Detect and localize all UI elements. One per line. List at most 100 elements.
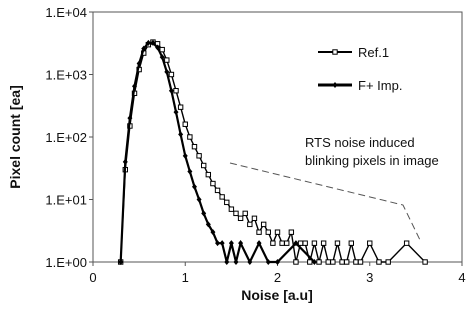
data-point bbox=[353, 259, 359, 265]
data-point bbox=[141, 45, 147, 52]
data-point bbox=[187, 134, 193, 140]
y-tick-label: 1.E+03 bbox=[45, 68, 87, 83]
data-point bbox=[302, 240, 308, 246]
data-point bbox=[343, 259, 350, 265]
data-point bbox=[270, 240, 276, 246]
data-point bbox=[233, 210, 239, 217]
annotation-text: RTS noise induced bbox=[305, 135, 415, 150]
annotation-text: blinking pixels in image bbox=[305, 153, 439, 168]
data-point bbox=[307, 259, 313, 265]
y-tick-label: 1.E+04 bbox=[45, 5, 87, 20]
data-point bbox=[325, 259, 331, 265]
data-point bbox=[150, 39, 156, 46]
data-point bbox=[284, 240, 290, 246]
data-point bbox=[168, 71, 175, 78]
annotation-line bbox=[229, 162, 421, 241]
data-point bbox=[293, 259, 299, 265]
annotation-line1: RTS noise induced blinking pixels in imag… bbox=[305, 135, 439, 168]
data-point bbox=[187, 168, 193, 175]
data-point bbox=[260, 221, 267, 228]
data-point bbox=[164, 57, 170, 63]
data-point bbox=[210, 229, 216, 236]
data-point bbox=[155, 44, 161, 51]
data-point bbox=[205, 171, 212, 178]
data-point bbox=[132, 83, 138, 90]
x-tick-label: 0 bbox=[89, 270, 96, 285]
data-point bbox=[215, 240, 221, 247]
data-point bbox=[191, 143, 198, 150]
data-point bbox=[247, 259, 253, 265]
data-point bbox=[178, 131, 184, 138]
data-point bbox=[334, 240, 341, 246]
data-point bbox=[191, 183, 197, 190]
x-tick-label: 3 bbox=[366, 270, 373, 285]
legend-label: F+ Imp. bbox=[358, 78, 402, 93]
data-point bbox=[177, 104, 184, 110]
data-point bbox=[279, 240, 285, 246]
data-point bbox=[247, 221, 253, 228]
data-point bbox=[122, 158, 128, 165]
data-point bbox=[182, 152, 188, 159]
data-point bbox=[385, 259, 391, 265]
data-point bbox=[164, 68, 170, 75]
data-point bbox=[196, 153, 202, 159]
y-axis-title: Pixel count [ea] bbox=[7, 85, 23, 188]
data-point bbox=[238, 240, 244, 247]
data-point bbox=[256, 240, 262, 247]
data-point bbox=[159, 46, 165, 53]
y-tick-label: 1.E+00 bbox=[45, 255, 87, 270]
data-point bbox=[348, 240, 355, 246]
data-point bbox=[311, 259, 317, 265]
data-point bbox=[173, 109, 179, 116]
data-point bbox=[233, 259, 239, 265]
data-point bbox=[219, 240, 225, 247]
data-point bbox=[118, 259, 124, 265]
data-point bbox=[265, 259, 271, 265]
data-point bbox=[367, 240, 373, 246]
data-point bbox=[288, 229, 295, 235]
data-point bbox=[224, 199, 230, 206]
data-point bbox=[403, 240, 410, 246]
data-point bbox=[214, 187, 221, 194]
data-point bbox=[297, 240, 304, 246]
data-point bbox=[422, 259, 428, 265]
data-point bbox=[159, 54, 165, 61]
data-point bbox=[330, 259, 336, 265]
data-point bbox=[201, 162, 207, 169]
data-point bbox=[127, 115, 133, 122]
data-point bbox=[228, 240, 234, 247]
data-point bbox=[316, 259, 322, 265]
data-point bbox=[376, 259, 382, 265]
data-point bbox=[274, 229, 281, 235]
y-tick-label: 1.E+02 bbox=[45, 130, 87, 145]
legend-marker bbox=[332, 82, 338, 88]
data-point bbox=[311, 240, 318, 246]
legend-label: Ref.1 bbox=[358, 45, 389, 60]
data-point bbox=[210, 180, 216, 187]
data-point bbox=[173, 88, 179, 94]
data-point bbox=[293, 240, 299, 247]
data-point bbox=[182, 121, 188, 127]
data-point bbox=[228, 206, 235, 212]
data-point bbox=[168, 87, 174, 94]
series-line bbox=[119, 41, 316, 265]
x-axis-title: Noise [a.u] bbox=[241, 287, 313, 303]
data-point bbox=[219, 194, 225, 200]
data-point bbox=[275, 259, 280, 265]
x-tick-label: 2 bbox=[274, 270, 281, 285]
data-point bbox=[237, 215, 244, 222]
data-point bbox=[136, 60, 142, 67]
data-point bbox=[251, 215, 258, 222]
data-point bbox=[242, 210, 248, 217]
data-point bbox=[201, 210, 207, 217]
data-point bbox=[320, 240, 327, 246]
legend-marker bbox=[332, 49, 338, 55]
data-point bbox=[357, 259, 364, 265]
series-line bbox=[119, 41, 426, 263]
x-tick-label: 4 bbox=[458, 270, 465, 285]
data-point bbox=[196, 196, 202, 203]
data-point bbox=[224, 259, 230, 265]
y-tick-label: 1.E+01 bbox=[45, 193, 87, 208]
